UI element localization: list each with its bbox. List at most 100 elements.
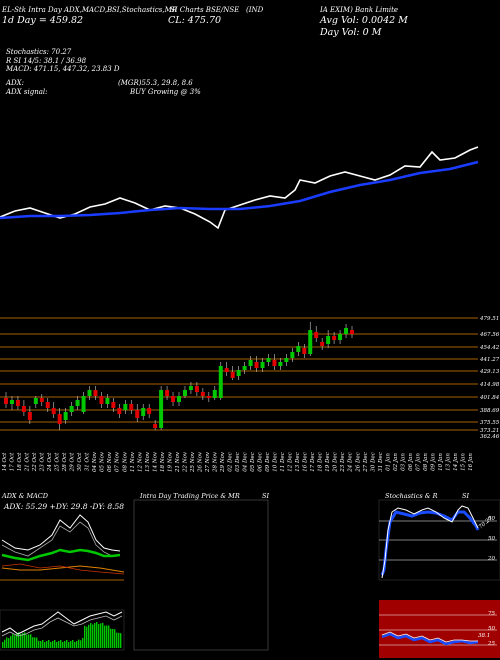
candle-body	[236, 370, 241, 376]
price-tick-label: 375.55	[480, 420, 500, 426]
candle-body	[15, 400, 20, 406]
candle-body	[63, 412, 68, 420]
adx-signal-label: ADX signal:	[6, 88, 48, 96]
date-tick-label: 04 Nov	[92, 451, 98, 472]
date-tick-label: 16 Dec	[303, 452, 309, 472]
date-tick-label: 17 Oct	[10, 452, 16, 471]
date-tick-label: 23 Oct	[40, 452, 46, 472]
header-title: EL-Stk Intra Day ADX,MACD,B	[2, 6, 113, 14]
macd-histogram-bar	[20, 634, 22, 648]
price-levels	[0, 317, 478, 431]
candle-body	[141, 408, 146, 416]
candle-body	[320, 342, 325, 346]
candle-body	[260, 362, 265, 368]
date-tick-label: 25 Nov	[190, 451, 196, 473]
candle-body	[194, 386, 199, 392]
candle-body	[224, 368, 229, 372]
macd-histogram-bar	[52, 641, 54, 648]
date-tick-label: 13 Jan	[445, 453, 451, 471]
macd-histogram-bar	[108, 625, 110, 648]
date-tick-label: 04 Dec	[243, 452, 249, 472]
date-tick-label: 15 Jan	[460, 453, 466, 471]
macd-histogram-bar	[100, 623, 102, 648]
candle-body	[165, 390, 170, 396]
candle-body	[206, 396, 211, 398]
candle-body	[81, 396, 86, 412]
date-tick-label: 29 Nov	[220, 451, 226, 473]
candle-body	[153, 424, 158, 428]
stoch-level-20: 20	[488, 556, 495, 562]
macd-histogram-bar	[22, 633, 24, 648]
date-tick-label: 13 Dec	[295, 452, 301, 472]
date-tick-label: 06 Dec	[258, 452, 264, 472]
candle-body	[218, 366, 223, 398]
date-tick-label: 20 Dec	[333, 452, 339, 473]
macd-histogram-bar	[6, 637, 8, 648]
macd-histogram-bar	[18, 632, 20, 648]
macd-readout: MACD: 471.15, 447.32, 23.83 D	[6, 65, 120, 73]
date-tick-label: 08 Nov	[122, 451, 128, 472]
date-tick-label: 23 Dec	[340, 452, 346, 473]
adx-panel-values: ADX: 55.29 +DY: 29.8 -DY: 8.58	[4, 502, 125, 511]
price-tick-label: 373.21	[480, 428, 499, 434]
date-tick-label: 28 Oct	[62, 452, 68, 472]
candle-body	[87, 390, 92, 396]
rsi-level-75: 75	[488, 611, 495, 617]
candle-body	[9, 400, 14, 404]
adx-signal-value: BUY Growing @ 3%	[130, 88, 201, 96]
candle-body	[75, 400, 80, 406]
price-tick-label: 479.51	[479, 316, 499, 322]
macd-histogram-bar	[60, 640, 62, 648]
candle-body	[200, 392, 205, 396]
rsi-marker: 38.1	[478, 633, 491, 639]
price-tick-label: 414.98	[479, 382, 500, 388]
date-tick-label: 13 Nov	[145, 451, 151, 472]
date-tick-label: 11 Dec	[280, 452, 286, 472]
price-tick-label: 362.46	[480, 434, 500, 440]
macd-histogram-bar	[50, 642, 52, 648]
candle-body	[308, 330, 313, 354]
date-tick-label: 22 Oct	[32, 452, 38, 472]
date-tick-label: 03 Jan	[400, 453, 406, 471]
header-day-vol: Day Vol: 0 M	[320, 27, 382, 38]
macd-histogram-bar	[96, 622, 98, 648]
macd-histogram-bar	[12, 634, 14, 648]
candle-body	[266, 358, 271, 362]
date-tick-label: 03 Dec	[235, 452, 241, 472]
candle-body	[69, 406, 74, 412]
candle-body	[39, 398, 44, 402]
candle-body	[248, 360, 253, 366]
macd-histogram-bar	[112, 628, 114, 648]
candle-body	[254, 362, 259, 368]
macd-histogram-bar	[40, 641, 42, 648]
candle-body	[296, 346, 301, 352]
intra-day-chart-box	[133, 499, 269, 651]
header-company: IA EXIM) Bank Limite	[320, 6, 399, 14]
header-close: CL: 475.70	[168, 15, 222, 26]
macd-histogram-bar	[118, 632, 120, 648]
macd-histogram-bar	[4, 639, 6, 648]
macd-histogram-bar	[56, 642, 58, 648]
close-price-line	[0, 146, 479, 230]
candle-body	[314, 332, 319, 338]
candle-body	[188, 386, 193, 390]
candle-body	[302, 348, 307, 354]
macd-histogram-bar	[84, 625, 86, 648]
date-tick-label: 19 Dec	[325, 452, 331, 472]
candlesticks	[4, 322, 354, 430]
stoch-title-suffix: SI	[462, 492, 470, 500]
macd-histogram-bar	[26, 634, 28, 648]
macd-histogram-bar	[32, 637, 34, 648]
date-tick-label: 21 Nov	[175, 451, 181, 473]
stoch-title: Stochastics & R	[385, 492, 438, 500]
header-indicators: SI,Stochastics,MR	[112, 6, 178, 14]
intra-day-title-suffix: SI	[262, 492, 270, 500]
candle-body	[117, 408, 122, 414]
date-tick-label: 26 Nov	[197, 451, 203, 473]
candle-body	[93, 390, 98, 396]
date-tick-label: 07 Nov	[115, 451, 121, 472]
stoch-level-80: 80	[488, 516, 495, 522]
date-tick-label: 02 Dec	[227, 452, 233, 472]
header-exchange: (IND	[246, 6, 264, 14]
rsi-panel	[379, 600, 500, 658]
